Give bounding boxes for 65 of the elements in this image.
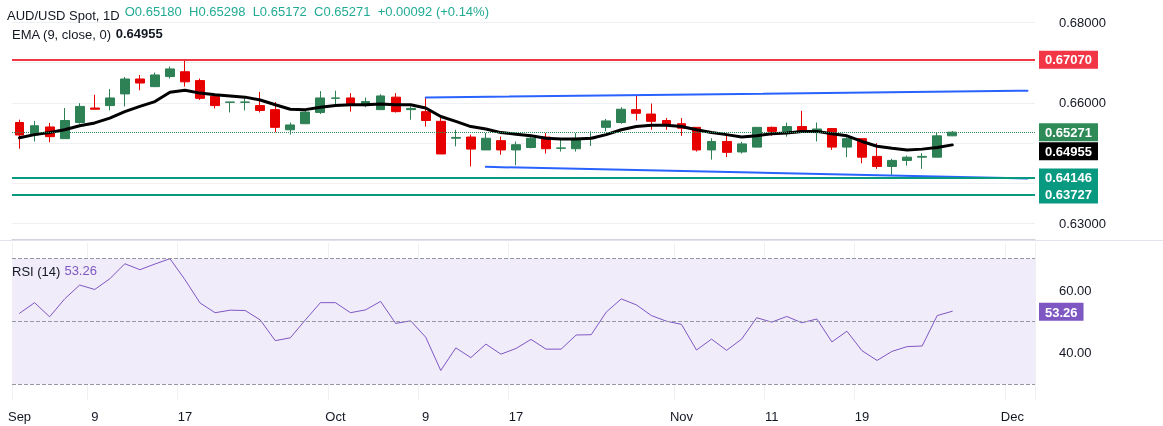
annotation: 0.64955 — [115, 26, 163, 41]
candlestick — [180, 59, 190, 88]
ref-line-label: 0.67070 — [1045, 52, 1092, 68]
x-tick-label: 9 — [422, 409, 430, 424]
y-tick-label: 0.63000 — [1059, 216, 1106, 232]
candlestick — [902, 155, 912, 167]
candlestick — [631, 95, 641, 122]
text: AUD/USD Spot, 1D — [7, 8, 120, 23]
annotation: 53.26 — [64, 263, 97, 278]
candlestick — [466, 134, 476, 167]
ref-line-label: 0.63727 — [1045, 186, 1092, 202]
candlestick — [616, 106, 626, 125]
candlestick — [406, 105, 416, 121]
y-tick-label: 0.68000 — [1059, 14, 1106, 30]
candlestick — [601, 118, 611, 132]
x-tick-label: 9 — [91, 409, 99, 424]
y-tick-label: 60.00 — [1059, 282, 1092, 298]
text: 0.64955 — [1045, 144, 1092, 160]
candlestick — [722, 135, 732, 158]
candlestick — [646, 103, 656, 131]
candlestick — [872, 142, 882, 170]
candlestick — [300, 109, 310, 125]
candlestick — [496, 136, 506, 156]
candlestick — [165, 66, 175, 80]
candlestick — [225, 101, 235, 113]
ref-line-label: 0.65271 — [1045, 124, 1092, 140]
candlestick — [150, 72, 160, 88]
annotation: O0.65180 H0.65298 L0.65172 C0.65271 +0.00092 (+0.14%) — [124, 4, 489, 19]
x-tick-label: Sep — [7, 409, 32, 424]
candlestick — [511, 140, 521, 166]
candlestick — [135, 74, 145, 91]
x-tick-label: 17 — [508, 409, 524, 424]
candlestick — [737, 141, 747, 155]
candlestick — [917, 152, 927, 170]
candlestick — [556, 138, 566, 153]
candlestick — [767, 126, 777, 137]
candlestick — [120, 76, 130, 107]
candlestick — [90, 94, 100, 110]
text: EMA (9, close, 0) — [12, 26, 111, 42]
candlestick — [842, 135, 852, 158]
candlestick — [887, 158, 897, 176]
y-tick-label: 40.00 — [1059, 345, 1092, 361]
x-tick-label: 19 — [854, 409, 870, 424]
candlestick — [421, 97, 431, 128]
candlestick — [210, 94, 220, 109]
x-tick-label: Nov — [669, 409, 694, 424]
series-label: RSI (14) — [12, 263, 61, 279]
ref-line-label: 0.64146 — [1045, 170, 1092, 185]
text: 53.26 — [1045, 304, 1078, 320]
candlestick — [526, 134, 536, 149]
line-series — [18, 88, 954, 152]
candlestick — [436, 117, 446, 155]
candlestick — [707, 137, 716, 161]
candlestick — [255, 91, 265, 113]
x-tick-label: Oct — [325, 409, 346, 424]
x-tick-label: 17 — [177, 409, 193, 424]
candlestick — [15, 119, 24, 150]
candlestick — [331, 90, 340, 107]
candlestick — [270, 101, 280, 133]
candlestick — [75, 102, 85, 125]
x-tick-label: 11 — [764, 409, 779, 424]
y-tick-label: 0.66000 — [1059, 95, 1106, 111]
candlestick — [481, 132, 491, 151]
x-tick-label: Dec — [1000, 409, 1025, 424]
candlestick — [105, 88, 115, 111]
